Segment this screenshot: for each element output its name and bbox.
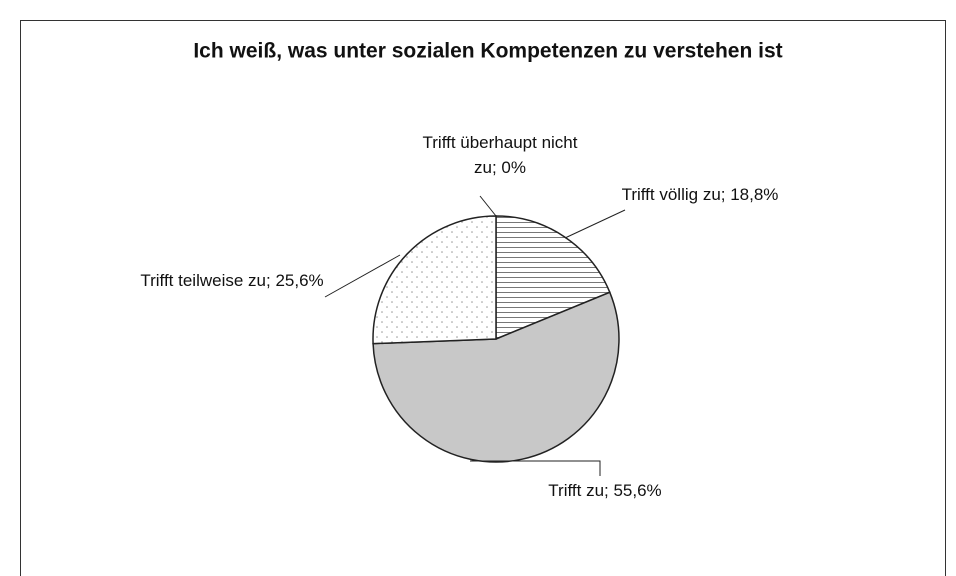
data-label: Trifft teilweise zu; 25,6% bbox=[140, 271, 323, 290]
label-line: Trifft völlig zu; 18,8% bbox=[622, 185, 779, 204]
leader-line bbox=[470, 460, 601, 476]
data-label: Trifft überhaupt nicht zu; 0% bbox=[423, 133, 578, 177]
label-line: zu; 0% bbox=[474, 158, 526, 177]
leader-line bbox=[564, 209, 626, 239]
pie-slice bbox=[372, 215, 497, 345]
chart-title: Ich weiß, was unter sozialen Kompetenzen… bbox=[193, 40, 782, 63]
label-line: Trifft überhaupt nicht bbox=[423, 133, 578, 152]
data-label: Trifft völlig zu; 18,8% bbox=[622, 185, 779, 204]
label-line: Trifft teilweise zu; 25,6% bbox=[140, 271, 323, 290]
leader-line bbox=[324, 254, 401, 298]
label-line: Trifft zu; 55,6% bbox=[548, 481, 661, 500]
pie-slice bbox=[495, 215, 611, 341]
data-label: Trifft zu; 55,6% bbox=[548, 481, 661, 500]
leader-line bbox=[479, 195, 497, 217]
pie-slice bbox=[372, 291, 620, 463]
